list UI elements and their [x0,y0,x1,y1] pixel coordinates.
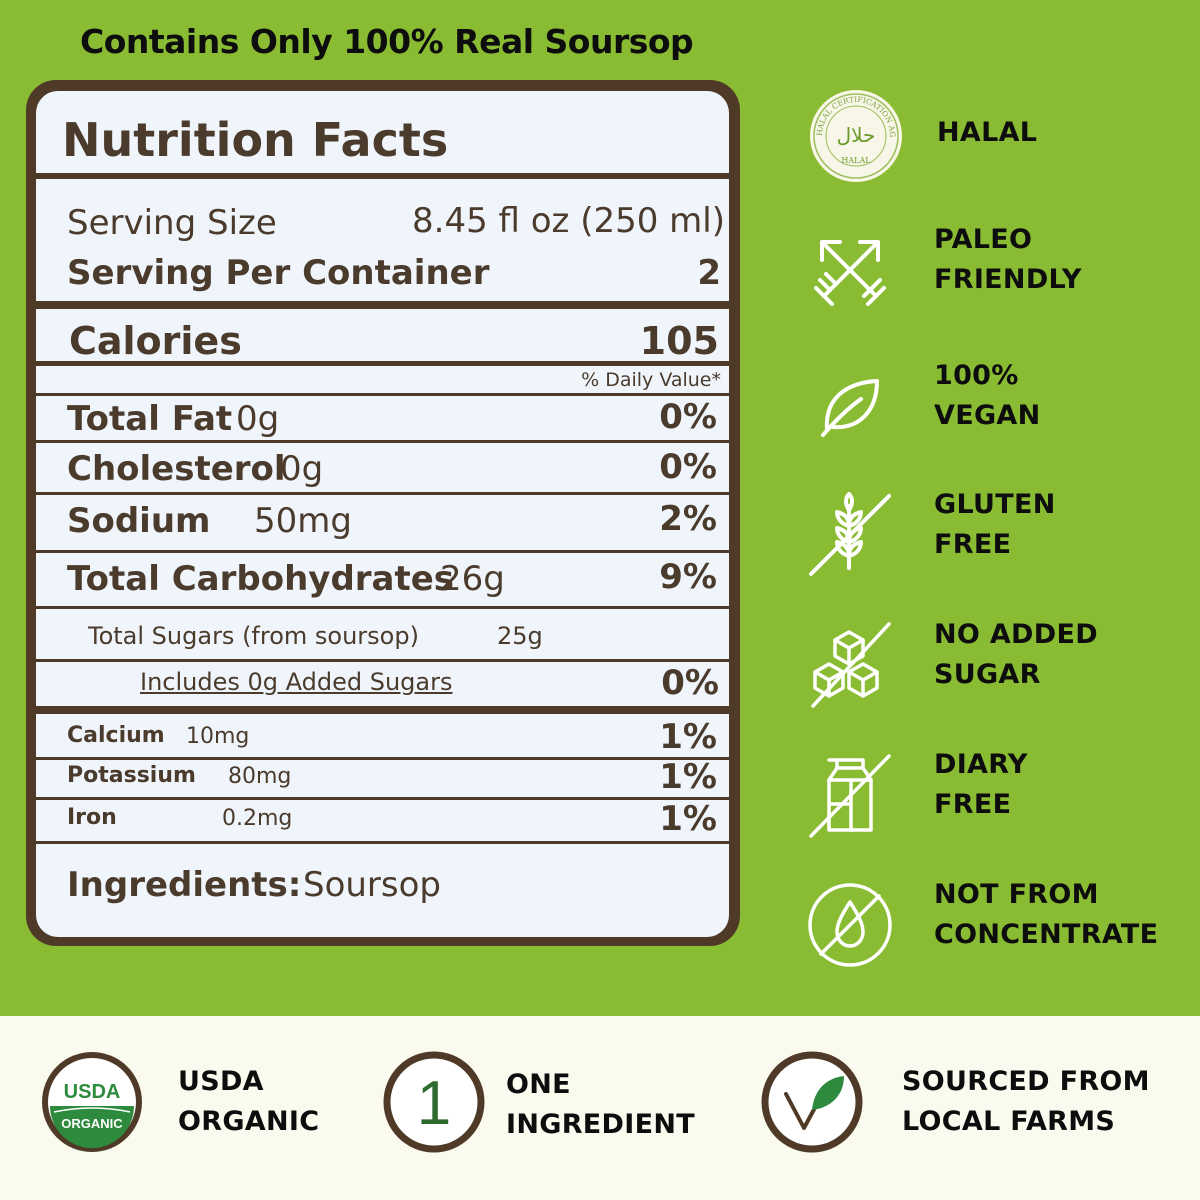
feature-label: DIARY FREE [934,749,1028,820]
feature-label: 100% VEGAN [934,360,1041,431]
divider [36,757,729,760]
headline: Contains Only 100% Real Soursop [80,22,694,61]
halal-seal-icon: HALAL CERTIFICATION AGENCY حلال HALAL [806,86,906,186]
nutrient-label: Total Carbohydrates [67,559,455,599]
nutrient-dv: 0% [659,447,717,487]
divider [36,492,729,495]
mineral-label: Iron [67,805,117,830]
divider [36,706,729,714]
milk-carton-crossed-icon [800,745,900,845]
feature-paleo: PALEO FRIENDLY [800,220,1081,320]
serving-size-value: 8.45 fl oz (250 ml) [412,201,725,241]
calories-value: 105 [639,319,719,363]
feature-not-from-concentrate: NOT FROM CONCENTRATE [800,875,1158,975]
divider [36,606,729,609]
servings-value: 2 [697,253,721,293]
crossed-arrows-icon [800,220,900,320]
nutrient-label: Sodium [67,501,211,541]
nutrient-label: Cholesterol [67,449,286,489]
badge-bar: USDA ORGANIC USDA ORGANIC 1 ONE INGREDIENT… [0,1016,1200,1200]
nutrient-label: Total Fat [67,399,233,439]
feature-no-added-sugar: NO ADDED SUGAR [800,615,1098,715]
badge-usda-organic: USDA ORGANIC USDA ORGANIC [40,1050,319,1158]
divider [36,841,729,844]
servings-label: Serving Per Container [67,253,490,293]
serving-size-label: Serving Size [67,203,277,243]
badge-label: SOURCED FROM LOCAL FARMS [902,1066,1150,1137]
sugar-cubes-crossed-icon [800,615,900,715]
top-area: Contains Only 100% Real Soursop Nutritio… [26,22,1159,975]
feature-label: NO ADDED SUGAR [934,619,1098,690]
mineral-dv: 1% [659,717,717,757]
badge-one-ingredient: 1 ONE INGREDIENT [382,1050,695,1158]
daily-value-header: % Daily Value* [581,369,721,391]
halal-seal-bottom: HALAL [841,156,871,165]
divider [36,393,729,396]
nutrient-dv: 0% [659,397,717,437]
wheat-crossed-icon [800,485,900,585]
ingredients-value: Soursop [303,865,442,905]
mineral-dv: 1% [659,799,717,839]
feature-label: HALAL [937,117,1038,148]
feature-vegan: 100% VEGAN [800,356,1040,456]
added-sugars-dv: 0% [661,663,719,703]
divider [36,361,729,366]
divider [36,797,729,800]
mineral-label: Potassium [67,763,196,788]
check-leaf-icon [760,1050,864,1158]
mineral-amount: 10mg [186,724,250,749]
usda-organic-icon: USDA ORGANIC [40,1050,144,1158]
feature-label: PALEO FRIENDLY [934,224,1082,295]
organic-logo-text: ORGANIC [61,1116,123,1131]
mineral-amount: 80mg [228,764,292,789]
number-one-icon: 1 [382,1050,486,1158]
added-sugars-label: Includes 0g Added Sugars [140,668,453,696]
mineral-amount: 0.2mg [222,806,293,831]
ingredients-label: Ingredients: [67,865,302,905]
badge-label: USDA ORGANIC [178,1066,320,1137]
halal-arabic-text: حلال [837,123,876,147]
feature-gluten-free: GLUTEN FREE [800,485,1055,585]
feature-halal: HALAL CERTIFICATION AGENCY حلال HALAL HA… [800,80,1037,186]
mineral-dv: 1% [659,757,717,797]
divider [36,550,729,553]
nutrient-amount: 26g [440,559,505,599]
leaf-icon [800,356,900,456]
nutrient-amount: 0g [236,399,280,439]
nutrient-amount: 0g [280,449,324,489]
sugars-label: Total Sugars (from soursop) [88,622,419,650]
nutrient-dv: 9% [659,557,717,597]
divider [36,440,729,443]
drop-crossed-icon [800,875,900,975]
sugars-amount: 25g [497,622,543,650]
nutrient-dv: 2% [659,499,717,539]
badge-local-farms: SOURCED FROM LOCAL FARMS [760,1050,1150,1158]
usda-logo-text: USDA [64,1081,121,1103]
one-digit: 1 [417,1069,451,1138]
badge-label: ONE INGREDIENT [506,1069,695,1140]
feature-label: GLUTEN FREE [934,489,1056,560]
divider [36,659,729,662]
divider [36,173,729,179]
divider [36,301,729,309]
nutrition-panel: Nutrition Facts Serving Size 8.45 fl oz … [36,91,729,937]
nutrient-amount: 50mg [254,501,352,541]
mineral-label: Calcium [67,723,165,748]
feature-dairy-free: DIARY FREE [800,745,1027,845]
calories-label: Calories [69,319,242,363]
feature-label: NOT FROM CONCENTRATE [934,879,1159,950]
nutrition-title: Nutrition Facts [62,113,449,167]
